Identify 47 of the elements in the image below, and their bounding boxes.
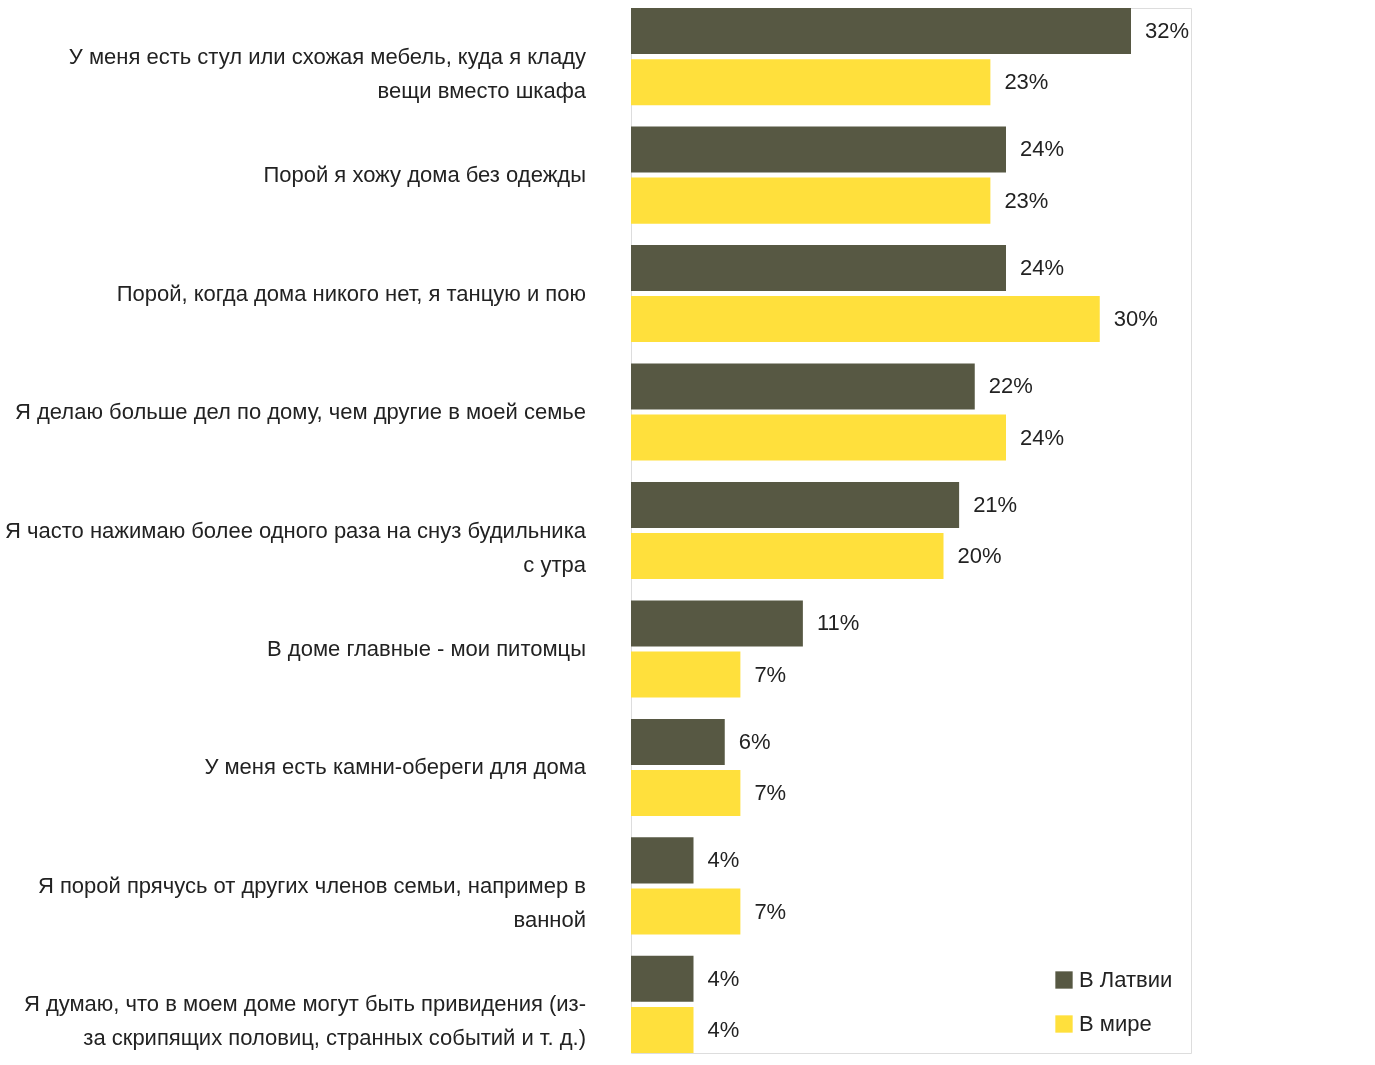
bar (631, 481, 960, 528)
y-tick-label: Порой, когда дома никого нет, я танцую и пою (116, 280, 586, 306)
y-tick-label: Порой я хожу дома без одежды (263, 162, 586, 188)
data-label: 32% (1145, 18, 1190, 44)
bar (631, 296, 1100, 343)
y-tick-label: Я делаю больше дел по дому, чем другие в моей семье (15, 399, 586, 425)
data-label: 7% (754, 898, 787, 924)
bar (631, 363, 975, 410)
y-tick-label: В доме главные - мои питомцы (267, 635, 586, 661)
bar (631, 600, 803, 647)
data-label: 23% (1004, 187, 1049, 213)
legend-label: В Латвии (1079, 967, 1173, 992)
data-label: 24% (1020, 424, 1065, 450)
data-label: 4% (707, 1016, 740, 1042)
bar (631, 955, 694, 1002)
bar (631, 177, 991, 224)
bar (631, 8, 1131, 55)
y-tick-label: У меня есть стул или схожая мебель, куда я кладу вещи вместо шкафа (68, 43, 587, 103)
data-label: 4% (707, 965, 740, 991)
data-label: 24% (1020, 254, 1065, 280)
bar (631, 770, 741, 817)
bar (631, 126, 1006, 173)
bar (631, 718, 725, 765)
bar (631, 414, 1006, 461)
bar (631, 888, 741, 935)
bar (631, 59, 991, 106)
data-label: 22% (988, 373, 1033, 399)
y-tick-label: Я часто нажимаю более одного раза на снуз будильника с утра (5, 517, 587, 577)
data-label: 11% (816, 610, 860, 636)
data-label: 7% (754, 780, 787, 806)
y-tick-label: Я порой прячусь от других членов семьи, например в ванной (37, 872, 586, 932)
data-label: 6% (738, 728, 771, 754)
data-label: 21% (973, 491, 1018, 517)
data-label: 7% (754, 661, 787, 687)
bar (631, 651, 741, 698)
bar (631, 533, 944, 580)
data-label: 24% (1020, 136, 1065, 162)
data-label: 30% (1113, 306, 1158, 332)
y-tick-label: Я думаю, что в моем доме могут быть привидения (из-за скрипящих половиц, странных событий и т. д.) (23, 991, 586, 1051)
y-tick-label: У меня есть камни-обереги для дома (204, 754, 587, 780)
bar (631, 1006, 694, 1053)
bar (631, 837, 694, 884)
data-label: 4% (707, 847, 740, 873)
bar (631, 244, 1006, 291)
legend-label: В мире (1079, 1011, 1152, 1036)
data-label: 23% (1004, 69, 1049, 95)
data-label: 20% (957, 543, 1002, 569)
